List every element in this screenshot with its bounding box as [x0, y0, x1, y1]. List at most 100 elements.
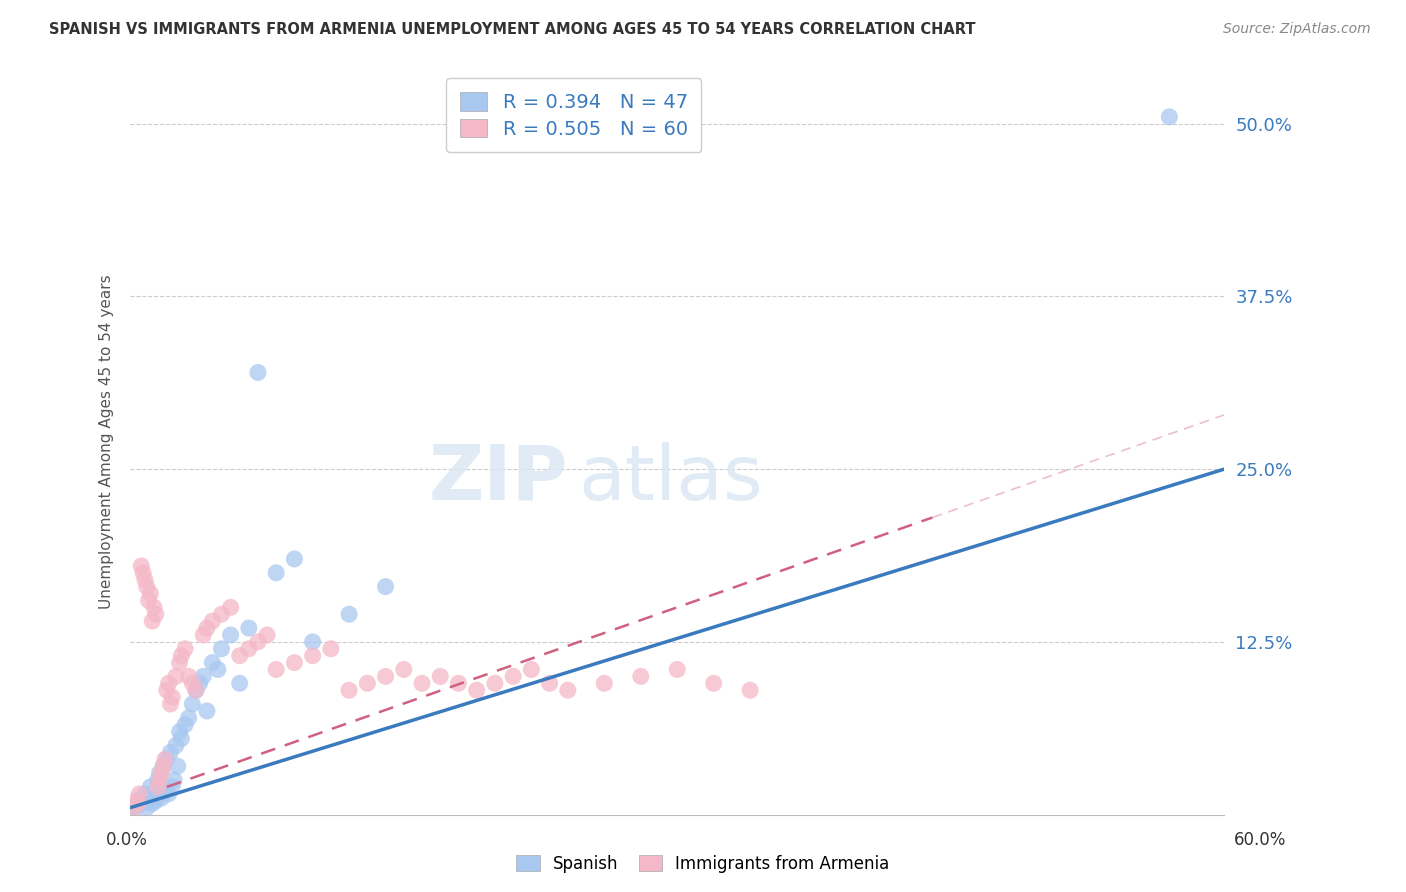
- Point: [211, 641, 233, 656]
- Legend: Spanish, Immigrants from Armenia: Spanish, Immigrants from Armenia: [510, 848, 896, 880]
- Point: [520, 663, 543, 677]
- Point: [146, 780, 169, 794]
- Point: [135, 800, 157, 814]
- Point: [219, 628, 242, 642]
- Point: [170, 731, 193, 746]
- Point: [411, 676, 433, 690]
- Point: [150, 766, 173, 780]
- Point: [169, 724, 191, 739]
- Point: [219, 600, 242, 615]
- Point: [132, 566, 155, 580]
- Point: [148, 772, 170, 787]
- Point: [156, 752, 179, 766]
- Point: [256, 628, 278, 642]
- Point: [165, 669, 187, 683]
- Point: [193, 628, 215, 642]
- Legend: R = 0.394   N = 47, R = 0.505   N = 60: R = 0.394 N = 47, R = 0.505 N = 60: [446, 78, 702, 153]
- Point: [264, 566, 287, 580]
- Point: [159, 697, 181, 711]
- Point: [188, 676, 211, 690]
- Point: [557, 683, 579, 698]
- Point: [127, 797, 149, 811]
- Point: [157, 676, 180, 690]
- Point: [153, 752, 176, 766]
- Point: [145, 794, 167, 808]
- Point: [238, 621, 260, 635]
- Point: [356, 676, 378, 690]
- Point: [630, 669, 652, 683]
- Y-axis label: Unemployment Among Ages 45 to 54 years: Unemployment Among Ages 45 to 54 years: [100, 274, 114, 609]
- Point: [429, 669, 451, 683]
- Point: [156, 683, 179, 698]
- Point: [174, 641, 197, 656]
- Point: [139, 780, 162, 794]
- Point: [177, 711, 200, 725]
- Point: [170, 648, 193, 663]
- Point: [125, 800, 148, 814]
- Point: [163, 772, 186, 787]
- Point: [246, 635, 269, 649]
- Point: [122, 800, 145, 814]
- Point: [666, 663, 689, 677]
- Point: [201, 614, 224, 628]
- Point: [283, 656, 305, 670]
- Point: [538, 676, 561, 690]
- Point: [143, 600, 166, 615]
- Point: [174, 718, 197, 732]
- Point: [141, 797, 163, 811]
- Text: 0.0%: 0.0%: [105, 831, 148, 849]
- Point: [181, 697, 204, 711]
- Point: [159, 745, 181, 759]
- Point: [228, 676, 250, 690]
- Point: [162, 690, 184, 705]
- Point: [150, 791, 173, 805]
- Point: [238, 641, 260, 656]
- Point: [129, 797, 152, 811]
- Point: [207, 663, 229, 677]
- Point: [169, 656, 191, 670]
- Point: [392, 663, 415, 677]
- Point: [193, 669, 215, 683]
- Point: [465, 683, 488, 698]
- Text: atlas: atlas: [579, 442, 763, 516]
- Point: [138, 794, 160, 808]
- Point: [740, 683, 762, 698]
- Point: [484, 676, 506, 690]
- Text: Source: ZipAtlas.com: Source: ZipAtlas.com: [1223, 22, 1371, 37]
- Point: [374, 580, 396, 594]
- Point: [153, 782, 176, 797]
- Text: SPANISH VS IMMIGRANTS FROM ARMENIA UNEMPLOYMENT AMONG AGES 45 TO 54 YEARS CORREL: SPANISH VS IMMIGRANTS FROM ARMENIA UNEMP…: [49, 22, 976, 37]
- Point: [162, 780, 184, 794]
- Point: [177, 669, 200, 683]
- Point: [228, 648, 250, 663]
- Point: [184, 683, 207, 698]
- Point: [211, 607, 233, 622]
- Text: ZIP: ZIP: [429, 442, 568, 516]
- Point: [141, 614, 163, 628]
- Point: [135, 580, 157, 594]
- Point: [246, 366, 269, 380]
- Point: [703, 676, 725, 690]
- Point: [319, 641, 342, 656]
- Point: [127, 797, 149, 811]
- Point: [128, 794, 150, 808]
- Point: [201, 656, 224, 670]
- Point: [301, 648, 323, 663]
- Point: [143, 787, 166, 801]
- Point: [125, 794, 148, 808]
- Point: [146, 772, 169, 787]
- Point: [337, 607, 360, 622]
- Text: 60.0%: 60.0%: [1234, 831, 1286, 849]
- Point: [152, 759, 174, 773]
- Point: [195, 621, 218, 635]
- Point: [374, 669, 396, 683]
- Point: [139, 586, 162, 600]
- Point: [165, 739, 187, 753]
- Point: [122, 800, 145, 814]
- Point: [134, 573, 156, 587]
- Point: [152, 759, 174, 773]
- Point: [195, 704, 218, 718]
- Point: [337, 683, 360, 698]
- Point: [134, 787, 156, 801]
- Point: [148, 766, 170, 780]
